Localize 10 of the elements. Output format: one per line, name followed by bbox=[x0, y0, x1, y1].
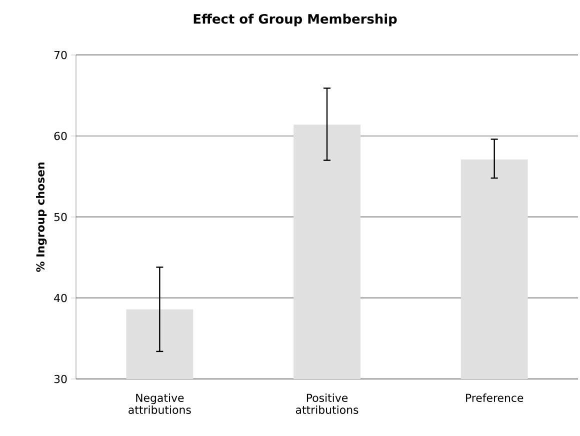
y-tick-label: 70 bbox=[54, 50, 67, 60]
chart-title: Effect of Group Membership bbox=[194, 14, 397, 26]
x-tick-label: Preference bbox=[466, 394, 524, 402]
y-tick-label: 50 bbox=[54, 212, 67, 222]
x-tick-label: Positive attributions bbox=[296, 394, 358, 414]
y-tick-label: 30 bbox=[54, 374, 67, 384]
y-tick-label: 40 bbox=[54, 294, 67, 302]
y-tick-label: 60 bbox=[54, 132, 67, 140]
x-tick-label: Negative attributions bbox=[128, 394, 191, 414]
y-axis-title: % Ingroup chosen bbox=[36, 162, 47, 272]
